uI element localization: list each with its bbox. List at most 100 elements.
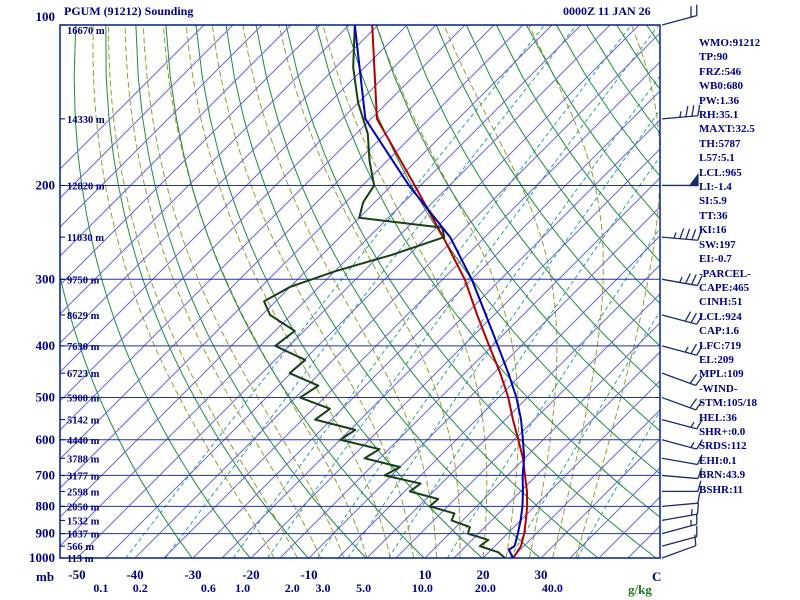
wind-barb xyxy=(661,492,701,507)
sounding-title: PGUM (91212) Sounding xyxy=(64,4,194,18)
panel-stat: CINH:51 xyxy=(699,296,743,309)
wind-barb xyxy=(661,396,703,411)
background-grid xyxy=(60,25,660,558)
panel-stat: SW:197 xyxy=(699,238,736,251)
temp-tick-label: -20 xyxy=(242,567,259,582)
panel-stat: SRDS:112 xyxy=(699,440,747,453)
mixing-tick-label: 0.1 xyxy=(93,581,108,595)
panel-stat: LCL:965 xyxy=(699,166,742,179)
temp-axis: -50 -40 -30 -20 -10 10 20 30 xyxy=(68,567,547,582)
temp-tick-label: -10 xyxy=(300,567,317,582)
stats-panel: WMO:91212 TP:90 FRZ:546 WB0:680 PW:1.36 RH:35… xyxy=(699,36,799,497)
wind-barb xyxy=(661,525,698,547)
pressure-tick-label: 600 xyxy=(36,432,56,447)
wind-barb xyxy=(661,104,701,120)
height-label: 566 m xyxy=(67,542,94,553)
pressure-tick-label: 200 xyxy=(36,177,56,192)
sounding-datetime: 0000Z 11 JAN 26 xyxy=(563,4,651,18)
panel-stat: -WIND- xyxy=(699,382,738,395)
pressure-tick-label: 800 xyxy=(36,498,56,513)
pressure-axis: 100 200 300 400 500 600 700 800 900 1000 xyxy=(29,9,55,565)
height-label: 1037 m xyxy=(67,530,100,541)
wind-barb xyxy=(661,439,703,450)
pressure-tick-label: 1000 xyxy=(29,550,55,565)
mixing-tick-label: 40.0 xyxy=(542,581,563,595)
panel-stat: TT:36 xyxy=(699,209,728,222)
panel-stat: WB0:680 xyxy=(699,80,743,93)
mixing-axis: 0.1 0.2 0.6 1.0 2.0 3.0 5.0 10.0 20.0 40.0 xyxy=(93,581,563,595)
pressure-tick-label: 100 xyxy=(36,9,56,24)
panel-stat: BSHR:11 xyxy=(699,483,744,496)
wind-barb xyxy=(661,534,697,559)
panel-stat: LFC:719 xyxy=(699,339,742,352)
panel-stat: -PARCEL- xyxy=(699,267,751,280)
wind-barb xyxy=(661,273,703,287)
isobar-lines xyxy=(60,25,660,558)
height-label: 1532 m xyxy=(67,516,100,527)
height-label: 2598 m xyxy=(67,487,100,498)
panel-stat: EL:209 xyxy=(699,353,734,366)
panel-stat: MPL:109 xyxy=(699,368,744,381)
panel-stat: WMO:91212 xyxy=(699,37,761,49)
panel-stat: CAP:1.6 xyxy=(699,325,740,338)
wind-barb xyxy=(661,343,703,356)
panel-stat: BRN:43.9 xyxy=(699,469,746,482)
panel-stat: SI:5.9 xyxy=(699,195,727,208)
panel-stat: MAXT:32.5 xyxy=(699,123,755,136)
mixing-tick-label: 20.0 xyxy=(475,581,496,595)
panel-stat: EHI:0.1 xyxy=(699,454,737,467)
wind-barb xyxy=(661,503,700,522)
pressure-tick-label: 500 xyxy=(36,390,56,405)
panel-stat: LI:-1.4 xyxy=(699,181,732,194)
dry-adiabat-lines xyxy=(60,25,660,558)
wind-barb xyxy=(662,172,699,187)
temp-tick-label: 20 xyxy=(477,567,490,582)
height-label: 12820 m xyxy=(67,181,105,192)
panel-stat: L57:5.1 xyxy=(699,152,735,165)
panel-stat: CAPE:465 xyxy=(699,281,750,294)
height-label: 5900 m xyxy=(67,394,100,405)
height-label: 8629 m xyxy=(67,311,100,322)
wind-barb xyxy=(661,513,698,535)
temp-tick-label: 30 xyxy=(535,567,548,582)
panel-stat: KI:16 xyxy=(699,224,727,237)
wind-barb xyxy=(662,480,702,493)
wind-barbs xyxy=(661,4,703,559)
mixing-tick-label: 0.6 xyxy=(201,581,216,595)
height-label: 11030 m xyxy=(67,233,104,244)
height-label: 16670 m xyxy=(67,26,105,37)
mixing-tick-label: 1.0 xyxy=(235,581,250,595)
parcel-trace xyxy=(353,25,526,558)
height-label: 3788 m xyxy=(67,454,100,465)
mixing-tick-label: 5.0 xyxy=(356,581,371,595)
temp-unit-label: C xyxy=(652,569,662,584)
pressure-tick-label: 300 xyxy=(36,271,56,286)
wind-barb xyxy=(661,454,703,466)
panel-stat: SHR+:0.0 xyxy=(699,425,746,438)
wind-barb xyxy=(661,468,703,480)
temp-tick-label: 10 xyxy=(419,567,432,582)
sounding-traces xyxy=(263,25,529,558)
temp-tick-label: -30 xyxy=(184,567,201,582)
dewpoint-trace xyxy=(263,25,506,558)
height-label: 4440 m xyxy=(67,436,100,447)
moist-adiabat-lines xyxy=(92,25,660,558)
pressure-unit-label: mb xyxy=(36,569,55,584)
wind-barb xyxy=(661,311,703,325)
temp-tick-label: -50 xyxy=(68,567,85,582)
panel-stat: FRZ:546 xyxy=(699,65,742,78)
height-label: 113 m xyxy=(67,554,94,565)
wind-barb xyxy=(661,228,703,241)
panel-stat: LCL:924 xyxy=(699,310,742,323)
height-label: 9750 m xyxy=(67,275,100,286)
panel-stat: RH:35.1 xyxy=(699,109,739,122)
wind-barb xyxy=(661,418,703,430)
panel-stat: TP:90 xyxy=(699,51,728,64)
height-label: 7630 m xyxy=(67,342,100,353)
wind-barb xyxy=(661,4,698,26)
plot-border xyxy=(59,24,661,559)
panel-stat: TH:5787 xyxy=(699,137,741,150)
panel-stat: EI:-0.7 xyxy=(699,253,732,266)
